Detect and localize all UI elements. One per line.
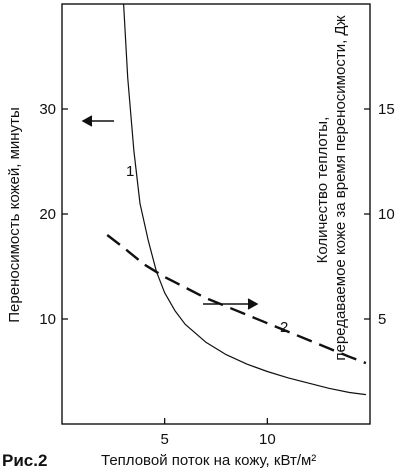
y-tick-label-left: 30: [39, 101, 56, 118]
left-axis-arrow: [81, 115, 114, 127]
series-line-1: [123, 3, 366, 396]
y-axis-label-left: Переносимость кожей, минуты: [6, 107, 23, 322]
curve-label-2: 2: [280, 319, 288, 336]
y-tick-label-right: 15: [378, 101, 395, 118]
y-tick-label-right: 10: [378, 206, 395, 223]
x-tick-label: 5: [160, 431, 168, 448]
curve-label-1: 1: [126, 163, 134, 180]
series-line-2: [106, 234, 367, 365]
right-axis-arrow: [203, 298, 259, 310]
y-tick-label-right: 5: [378, 311, 386, 328]
y-axis-label-right-line-2: передаваемое коже за время переносимости…: [332, 15, 349, 360]
y-tick-label-left: 20: [39, 206, 56, 223]
x-axis-label: Тепловой поток на кожу, кВт/м²: [101, 452, 316, 469]
figure-label: Рис.2: [2, 451, 47, 470]
y-axis-label-right: Количество теплоты, передаваемое коже за…: [314, 15, 349, 360]
y-axis-label-right-line-1: Количество теплоты,: [314, 117, 331, 264]
x-tick-label: 10: [259, 431, 276, 448]
y-tick-label-left: 10: [39, 311, 56, 328]
